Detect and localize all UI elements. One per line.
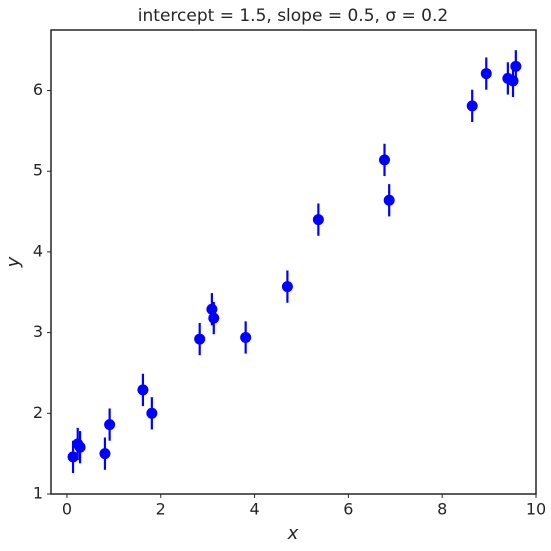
point — [208, 312, 220, 324]
x-tick-label: 2 — [156, 500, 166, 519]
y-tick-label: 3 — [33, 322, 43, 341]
point — [137, 384, 149, 396]
y-tick-label: 1 — [33, 484, 43, 503]
point — [74, 441, 86, 453]
point — [466, 100, 478, 112]
point — [99, 448, 111, 460]
point — [194, 333, 206, 345]
point — [146, 407, 158, 419]
x-tick-label: 0 — [62, 500, 72, 519]
point — [67, 451, 79, 463]
point — [378, 154, 390, 166]
y-axis-label: y — [3, 256, 24, 268]
x-axis-label: x — [287, 523, 299, 544]
point — [104, 419, 116, 431]
x-tick-label: 4 — [249, 500, 259, 519]
y-tick-label: 5 — [33, 161, 43, 180]
y-tick-label: 6 — [33, 80, 43, 99]
point — [240, 331, 252, 343]
plot-frame — [50, 29, 537, 495]
point — [312, 214, 324, 226]
y-tick-label: 4 — [33, 241, 43, 260]
point — [510, 60, 522, 72]
x-tick-label: 10 — [526, 500, 546, 519]
x-tick-label: 6 — [343, 500, 353, 519]
y-tick-label: 2 — [33, 403, 43, 422]
point — [480, 68, 492, 80]
point — [383, 194, 395, 206]
x-tick-label: 8 — [437, 500, 447, 519]
chart-title: intercept = 1.5, slope = 0.5, σ = 0.2 — [138, 6, 448, 26]
point — [281, 281, 293, 293]
